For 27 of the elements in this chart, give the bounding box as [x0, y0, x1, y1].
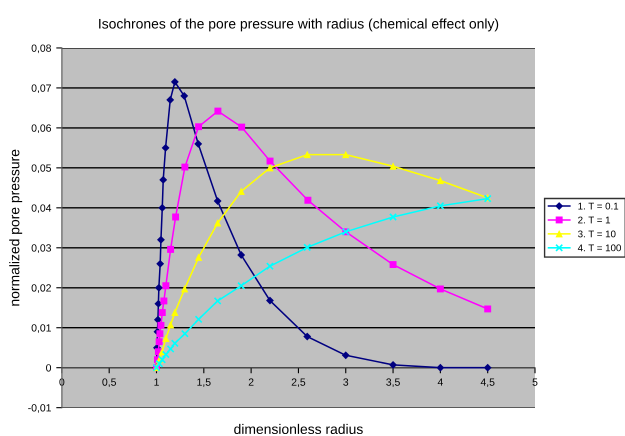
- legend-label: 4. T = 100: [578, 244, 621, 252]
- x-tick-label: 2,5: [292, 378, 306, 387]
- y-tick-label: 0,01: [32, 324, 51, 333]
- x-tick-label: 3,5: [386, 378, 400, 387]
- x-tick-label: 0,5: [102, 378, 116, 387]
- y-tick-label: 0,05: [32, 164, 52, 173]
- y-tick-label: 0,06: [32, 124, 51, 133]
- legend-label: 2. T = 1: [578, 216, 610, 224]
- y-axis-title: normalized pore pressure: [9, 150, 22, 306]
- x-axis-title: dimensionless radius: [234, 424, 363, 434]
- legend-label: 3. T = 10: [578, 230, 616, 238]
- legend-label: 1. T = 0.1: [578, 202, 618, 210]
- x-tick-label: 4,5: [480, 378, 494, 387]
- y-tick-label: 0,08: [32, 44, 52, 54]
- y-tick-label: 0,02: [32, 284, 51, 293]
- x-tick-label: 2: [248, 378, 254, 386]
- y-tick-label: 0: [46, 364, 52, 372]
- x-tick-label: 3: [343, 378, 348, 386]
- y-tick-label: 0,03: [32, 244, 51, 253]
- x-tick-label: 1: [154, 378, 159, 386]
- x-tick-label: 5: [532, 378, 538, 386]
- y-tick-label: 0,07: [32, 84, 51, 94]
- chart-title: Isochrones of the pore pressure with radius (chemical effect only): [99, 18, 498, 32]
- y-tick-label: 0,04: [32, 204, 52, 213]
- y-tick-label: -0,01: [28, 404, 51, 413]
- x-tick-label: 1,5: [197, 378, 211, 387]
- x-tick-label: 4: [438, 378, 443, 386]
